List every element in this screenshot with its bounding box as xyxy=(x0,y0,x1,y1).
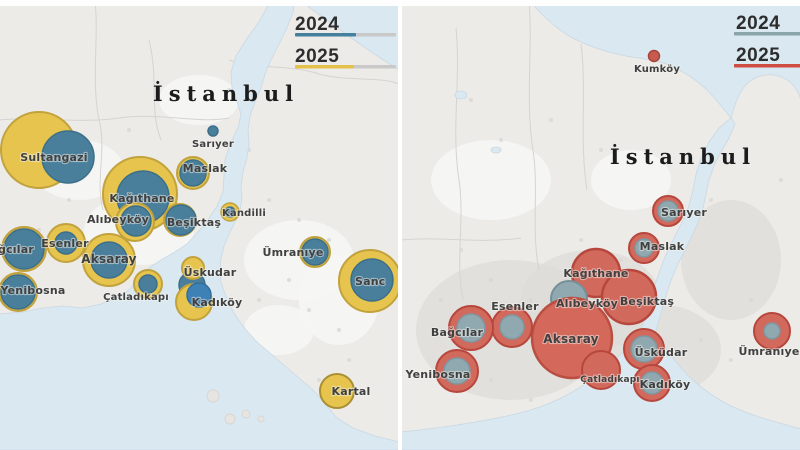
top-margin xyxy=(0,0,398,6)
bubble-kumkoy-2025 xyxy=(647,49,661,63)
bubble-alibeykoy-2024 xyxy=(120,205,152,237)
district-label-kagithane: Kağıthane xyxy=(109,192,174,205)
bubble-yenibosna-2024 xyxy=(0,274,36,310)
district-label-besiktas: Beşiktaş xyxy=(620,295,675,308)
lake xyxy=(490,146,502,154)
district-label-catladikapi: Çatladıkapı xyxy=(580,375,639,385)
district-label-kadikoy: Kadıköy xyxy=(640,378,691,391)
bubble-layer-right xyxy=(435,49,791,402)
district-label-maslak: Maslak xyxy=(640,240,685,253)
top-margin xyxy=(402,0,800,6)
district-label-aksaray: Aksaray xyxy=(543,332,598,346)
district-label-maslak: Maslak xyxy=(183,162,228,175)
legend-left: 2024 2025 xyxy=(295,14,396,69)
legend-swatch-2024 xyxy=(734,32,800,36)
bubble-kartal-2025 xyxy=(319,373,355,409)
bubble-sariyer-2024 xyxy=(657,200,679,222)
legend-year-2025: 2025 xyxy=(295,46,339,67)
lake xyxy=(454,90,468,100)
black-sea-water-band xyxy=(528,0,800,119)
district-label-aksaray: Aksaray xyxy=(81,252,136,266)
bubble-bagcilar-2024 xyxy=(456,313,486,343)
district-label-yenibosna: Yenibosna xyxy=(404,368,470,381)
district-label-alibeykoy: Alıbeyköy xyxy=(556,297,618,310)
bubble-kandilli-2024 xyxy=(224,206,236,218)
district-label-besiktas: Beşiktaş xyxy=(167,216,222,229)
bubble-maslak-2024 xyxy=(179,159,207,187)
map-canvas-left: İstanbul Sultangazi Kağıthane Alıbeyköy Mas… xyxy=(0,0,398,450)
bubble-catladikapi-2025 xyxy=(581,350,621,390)
legend-swatch-2024 xyxy=(295,33,356,37)
label-layer-left: Sultangazi Kağıthane Alıbeyköy Maslak Sarıye… xyxy=(0,138,386,399)
district-label-sultangazi: Sultangazi xyxy=(20,151,88,164)
map-panel-right: İstanbul Kumköy Sarıyer Maslak Kağıthane Alı… xyxy=(402,0,800,450)
district-label-kagithane: Kağıthane xyxy=(563,267,628,280)
district-label-sariyer: Sarıyer xyxy=(192,139,234,150)
bubble-besiktas-2025 xyxy=(600,268,658,326)
princes-islands xyxy=(206,389,265,425)
district-label-bagcilar: ğcılar xyxy=(0,243,34,256)
district-label-alibeykoy: Alıbeyköy xyxy=(87,213,149,226)
bubble-uskudar-2025 xyxy=(181,256,205,280)
district-label-esenler: Esenler xyxy=(41,237,89,250)
bubble-sancaktepe-2024 xyxy=(350,258,394,302)
district-label-esenler: Esenler xyxy=(491,300,539,313)
bubble-aksaray-2024 xyxy=(90,241,128,279)
legend-swatch-2025 xyxy=(734,64,800,68)
district-label-yenibosna: Yenibosna xyxy=(0,284,66,297)
bubble-kadikoy-2024 xyxy=(186,282,212,308)
district-label-bagcilar: Bağcılar xyxy=(431,326,484,339)
legend-year-2025: 2025 xyxy=(736,45,780,66)
legend-year-2024: 2024 xyxy=(295,14,339,35)
bosphorus-marmara-water xyxy=(0,0,398,450)
district-label-kandilli: Kandilli xyxy=(222,208,266,219)
bubble-uskudar-2024 xyxy=(630,335,658,363)
bubble-besiktas-2024 xyxy=(165,204,197,236)
legend-year-2024: 2024 xyxy=(736,13,780,34)
bubble-sariyer-2024 xyxy=(207,125,219,137)
bubble-kadikoy-2024 xyxy=(640,371,664,395)
map-panel-left: İstanbul Sultangazi Kağıthane Alıbeyköy Mas… xyxy=(0,0,398,450)
district-label-kumkoy: Kumköy xyxy=(634,64,680,75)
bubble-bagcilar-2024 xyxy=(3,228,45,270)
district-label-umraniye: Ümranıye xyxy=(262,245,323,259)
district-label-umraniye: Ümranıye xyxy=(738,344,799,358)
bubble-catladikapi-2024 xyxy=(138,274,158,294)
bubble-umraniye-2024 xyxy=(301,238,329,266)
bubble-sultangazi-2024 xyxy=(41,130,95,184)
bubble-layer-left xyxy=(0,111,398,409)
bubble-umraniye-2024 xyxy=(763,322,781,340)
district-label-sancaktepe: Sanc xyxy=(355,275,386,288)
map-title: İstanbul xyxy=(610,144,756,169)
district-label-sariyer: Sarıyer xyxy=(661,206,707,219)
map-title: İstanbul xyxy=(153,81,299,106)
bubble-maslak-2024 xyxy=(634,238,654,258)
district-label-uskudar: Üskudar xyxy=(184,265,237,279)
district-label-catladikapi: Çatladıkapı xyxy=(103,292,169,303)
district-label-uskudar: Üsküdar xyxy=(635,345,688,359)
bubble-esenler-2024 xyxy=(54,231,78,255)
legend-right: 2024 2025 xyxy=(734,13,800,68)
district-label-kadikoy: Kadıköy xyxy=(192,296,243,309)
label-layer-right: Kumköy Sarıyer Maslak Kağıthane Alıbeyköy Beş… xyxy=(403,63,800,392)
legend-swatch-2025 xyxy=(295,65,354,69)
district-label-kartal: Kartal xyxy=(331,385,370,398)
bubble-yenibosna-2024 xyxy=(443,357,471,385)
bubble-esenler-2024 xyxy=(499,314,525,340)
map-canvas-right: İstanbul Kumköy Sarıyer Maslak Kağıthane Alı… xyxy=(402,0,800,450)
